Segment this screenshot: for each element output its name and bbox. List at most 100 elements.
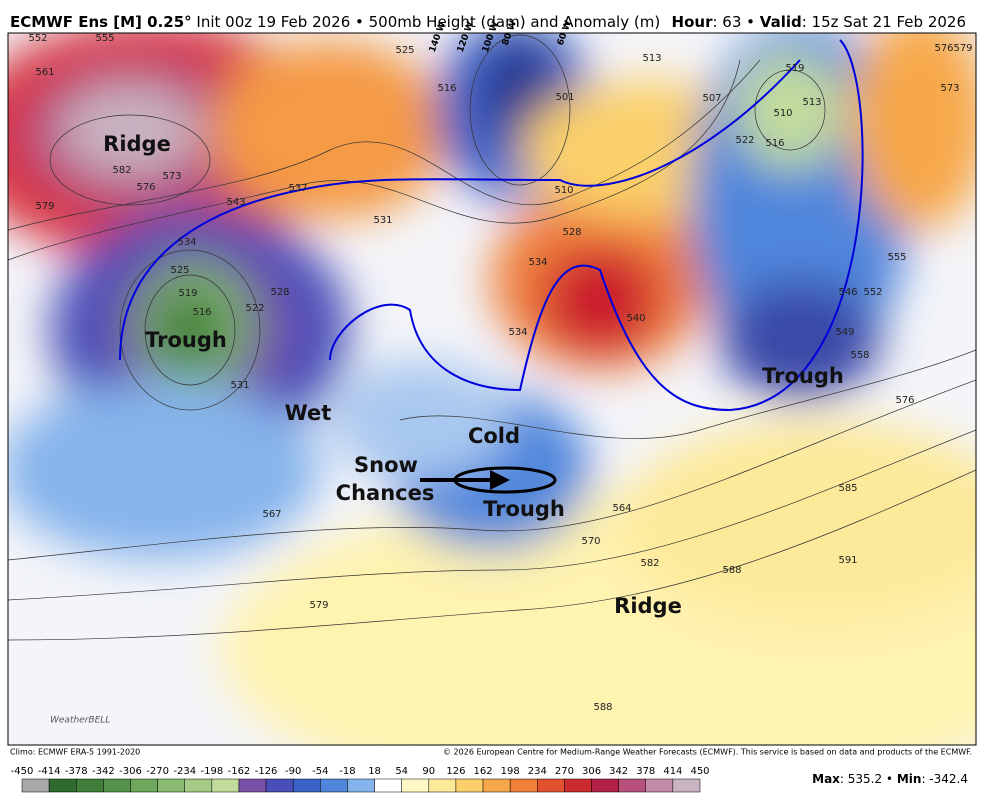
colorbar-tick-label: -378 [65, 766, 88, 777]
contour-label: 537 [288, 183, 307, 194]
contour-label: 501 [555, 92, 574, 103]
contour-label: 561 [35, 67, 54, 78]
colorbar-tick-label: 198 [501, 766, 520, 777]
annotation: Cold [468, 424, 520, 448]
header-right: Hour: 63 • Valid: 15z Sat 21 Feb 2026 [672, 13, 966, 31]
annotation: Snow [354, 453, 418, 477]
colorbar-swatch [292, 778, 321, 793]
contour-label: 513 [642, 53, 661, 64]
valid-value: : 15z Sat 21 Feb 2026 [802, 13, 966, 31]
contours [8, 34, 976, 641]
contour-label: 576 [934, 43, 953, 54]
colorbar-tick-label: 450 [690, 766, 709, 777]
contour-label: 579 [953, 43, 972, 54]
logo: WeatherBELL [50, 716, 110, 726]
contour-label: 567 [262, 509, 281, 520]
annotation: Ridge [614, 594, 682, 618]
colorbar-tick-label: 18 [368, 766, 381, 777]
colorbar-tick-label: -162 [228, 766, 251, 777]
hour-value: : 63 • [712, 13, 755, 31]
annotation: Trough [145, 328, 227, 352]
colorbar-tick-label: 378 [636, 766, 655, 777]
contour-label: 510 [554, 185, 573, 196]
colorbar-swatch [320, 778, 348, 793]
contour-label: 510 [773, 108, 792, 119]
colorbar-tick-label: 306 [582, 766, 601, 777]
stats: Max: 535.2 • Min: -342.4 [812, 772, 968, 786]
contour-label: 543 [226, 197, 245, 208]
contour-label: 576 [136, 182, 155, 193]
model: ECMWF Ens [M] 0.25° [10, 13, 192, 31]
colorbar-tick-label: -90 [285, 766, 301, 777]
contour-label: 522 [245, 303, 264, 314]
colorbar-tick-label: -414 [38, 766, 61, 777]
contour-label: 540 [626, 313, 645, 324]
colorbar-swatch [509, 778, 538, 793]
hour-label: Hour [672, 13, 714, 31]
contour-label: 519 [785, 63, 804, 74]
colorbar-tick-label: 162 [473, 766, 492, 777]
contour-label: 585 [838, 483, 857, 494]
colorbar-swatch [591, 778, 619, 793]
contour-label: 531 [230, 380, 249, 391]
colorbar-tick-label: 90 [422, 766, 435, 777]
contour-label: 546 [838, 287, 857, 298]
colorbar-swatch [564, 778, 592, 793]
overlay: 552 555 561 582 576 573 579 543 537 534 525 519 516 5… [11, 19, 973, 793]
contour-label: 519 [178, 288, 197, 299]
map [8, 33, 976, 745]
contour-label: 552 [863, 287, 882, 298]
colorbar-swatch [130, 778, 158, 793]
contour-label: 531 [373, 215, 392, 226]
contour-label: 522 [735, 135, 754, 146]
colorbar-swatch [428, 778, 457, 793]
annotation: Chances [336, 481, 435, 505]
contour-label: 534 [508, 327, 527, 338]
colorbar-swatch [618, 778, 647, 793]
contour-label: 516 [765, 138, 784, 149]
colorbar-swatch [21, 778, 50, 793]
contour-label: 516 [192, 307, 211, 318]
colorbar-swatch [265, 778, 294, 793]
contour-label: 582 [112, 165, 131, 176]
contour-label: 534 [177, 237, 196, 248]
colorbar-tick-label: 126 [446, 766, 465, 777]
contour-label: 564 [612, 503, 631, 514]
colorbar-swatch [103, 778, 131, 793]
colorbar-tick-label: 342 [609, 766, 628, 777]
max-label: Max [812, 772, 840, 786]
min-label: Min [897, 772, 922, 786]
contour-label: 576 [895, 395, 914, 406]
colorbar-swatch [211, 778, 240, 793]
contour-label: 528 [562, 227, 581, 238]
annotation: Wet [285, 401, 332, 425]
contour-label: 555 [887, 252, 906, 263]
valid-label: Valid [760, 13, 802, 31]
colorbar-tick-label: 270 [555, 766, 574, 777]
colorbar-swatch [374, 778, 402, 793]
contour-label: 525 [170, 265, 189, 276]
colorbar-tick-label: 54 [395, 766, 408, 777]
contour-label: 534 [528, 257, 547, 268]
contour-label: 558 [850, 350, 869, 361]
colorbar-swatch [455, 778, 484, 793]
contour-label: 525 [395, 45, 414, 56]
colorbar-tick-label: -306 [119, 766, 142, 777]
contour-label: 528 [270, 287, 289, 298]
copyright: © 2026 European Centre for Medium-Range … [443, 748, 972, 757]
contour-label: 507 [702, 93, 721, 104]
contour-label: 573 [940, 83, 959, 94]
contour-label: 552 [28, 33, 47, 44]
contour-label: 579 [35, 201, 54, 212]
contour-label: 582 [640, 558, 659, 569]
colorbar-tick-label: -54 [312, 766, 328, 777]
colorbar-tick-label: -234 [173, 766, 196, 777]
colorbar-tick-label: -18 [339, 766, 355, 777]
colorbar-tick-label: -270 [146, 766, 169, 777]
colorbar-swatch [238, 778, 267, 793]
annotation: Trough [483, 497, 565, 521]
header-left: ECMWF Ens [M] 0.25° Init 00z 19 Feb 2026… [10, 13, 660, 31]
colorbar-swatch [645, 778, 674, 793]
colorbar-swatch [48, 778, 77, 793]
